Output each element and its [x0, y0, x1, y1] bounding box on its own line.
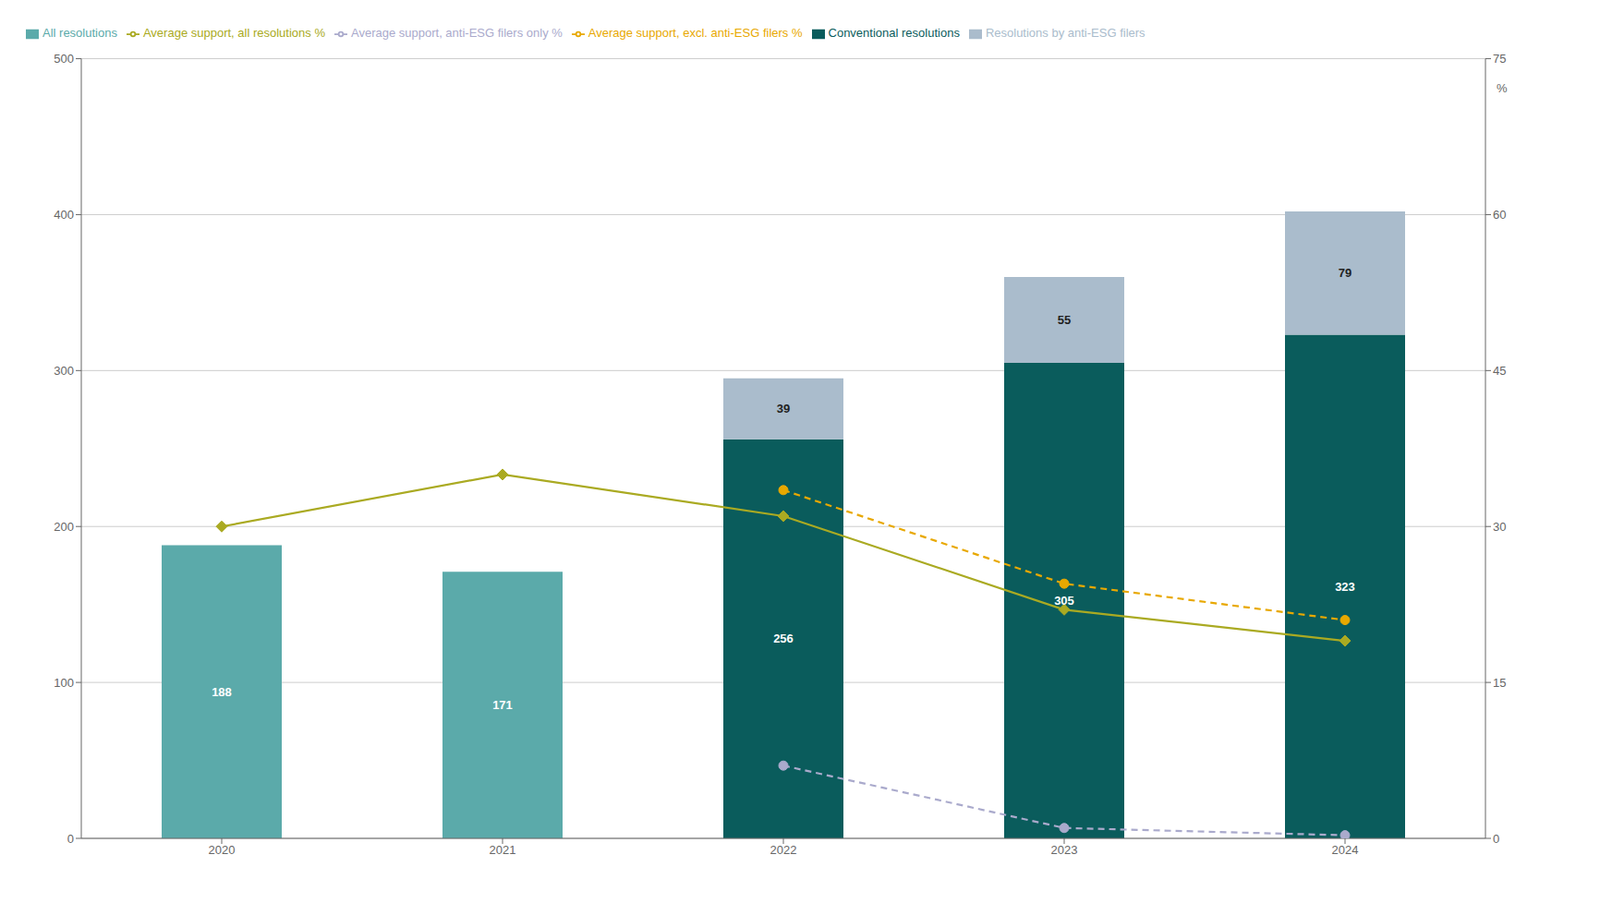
svg-text:60: 60 — [1492, 207, 1506, 222]
svg-text:323: 323 — [1334, 580, 1356, 594]
html-text:Average support, anti-ESG file: Average support, anti-ESG filers only % — [351, 25, 563, 40]
svg-text:500: 500 — [53, 51, 74, 66]
svg-text:200: 200 — [53, 520, 74, 534]
svg-text:%: % — [1496, 81, 1508, 96]
svg-text:2022: 2022 — [770, 843, 798, 858]
svg-text:15: 15 — [1492, 676, 1506, 691]
svg-text:400: 400 — [53, 207, 74, 222]
svg-text:0: 0 — [1492, 832, 1500, 847]
svg-text:300: 300 — [53, 363, 74, 378]
svg-text:2021: 2021 — [489, 843, 517, 858]
svg-text:39: 39 — [776, 401, 790, 416]
html-text:Resolutions by anti-ESG filers: Resolutions by anti-ESG filers — [985, 25, 1146, 40]
svg-text:100: 100 — [53, 676, 74, 691]
svg-text:45: 45 — [1492, 363, 1506, 378]
html-text:Conventional resolutions: Conventional resolutions — [828, 25, 960, 40]
html-text:Average support, all resolutio: Average support, all resolutions % — [143, 25, 326, 40]
svg-text:2024: 2024 — [1332, 843, 1359, 858]
svg-text:2023: 2023 — [1051, 843, 1079, 858]
svg-text:171: 171 — [492, 698, 513, 713]
svg-text:79: 79 — [1338, 266, 1352, 280]
svg-text:188: 188 — [211, 685, 232, 700]
html-text:Average support, excl. anti-ES: Average support, excl. anti-ESG filers % — [588, 25, 803, 40]
html-text:All resolutions: All resolutions — [42, 25, 118, 40]
svg-text:2020: 2020 — [208, 843, 236, 858]
svg-text:55: 55 — [1057, 313, 1071, 328]
svg-text:75: 75 — [1492, 51, 1506, 66]
svg-text:0: 0 — [67, 832, 74, 847]
svg-text:305: 305 — [1054, 593, 1075, 608]
svg-text:30: 30 — [1492, 520, 1506, 534]
svg-text:256: 256 — [773, 631, 794, 646]
